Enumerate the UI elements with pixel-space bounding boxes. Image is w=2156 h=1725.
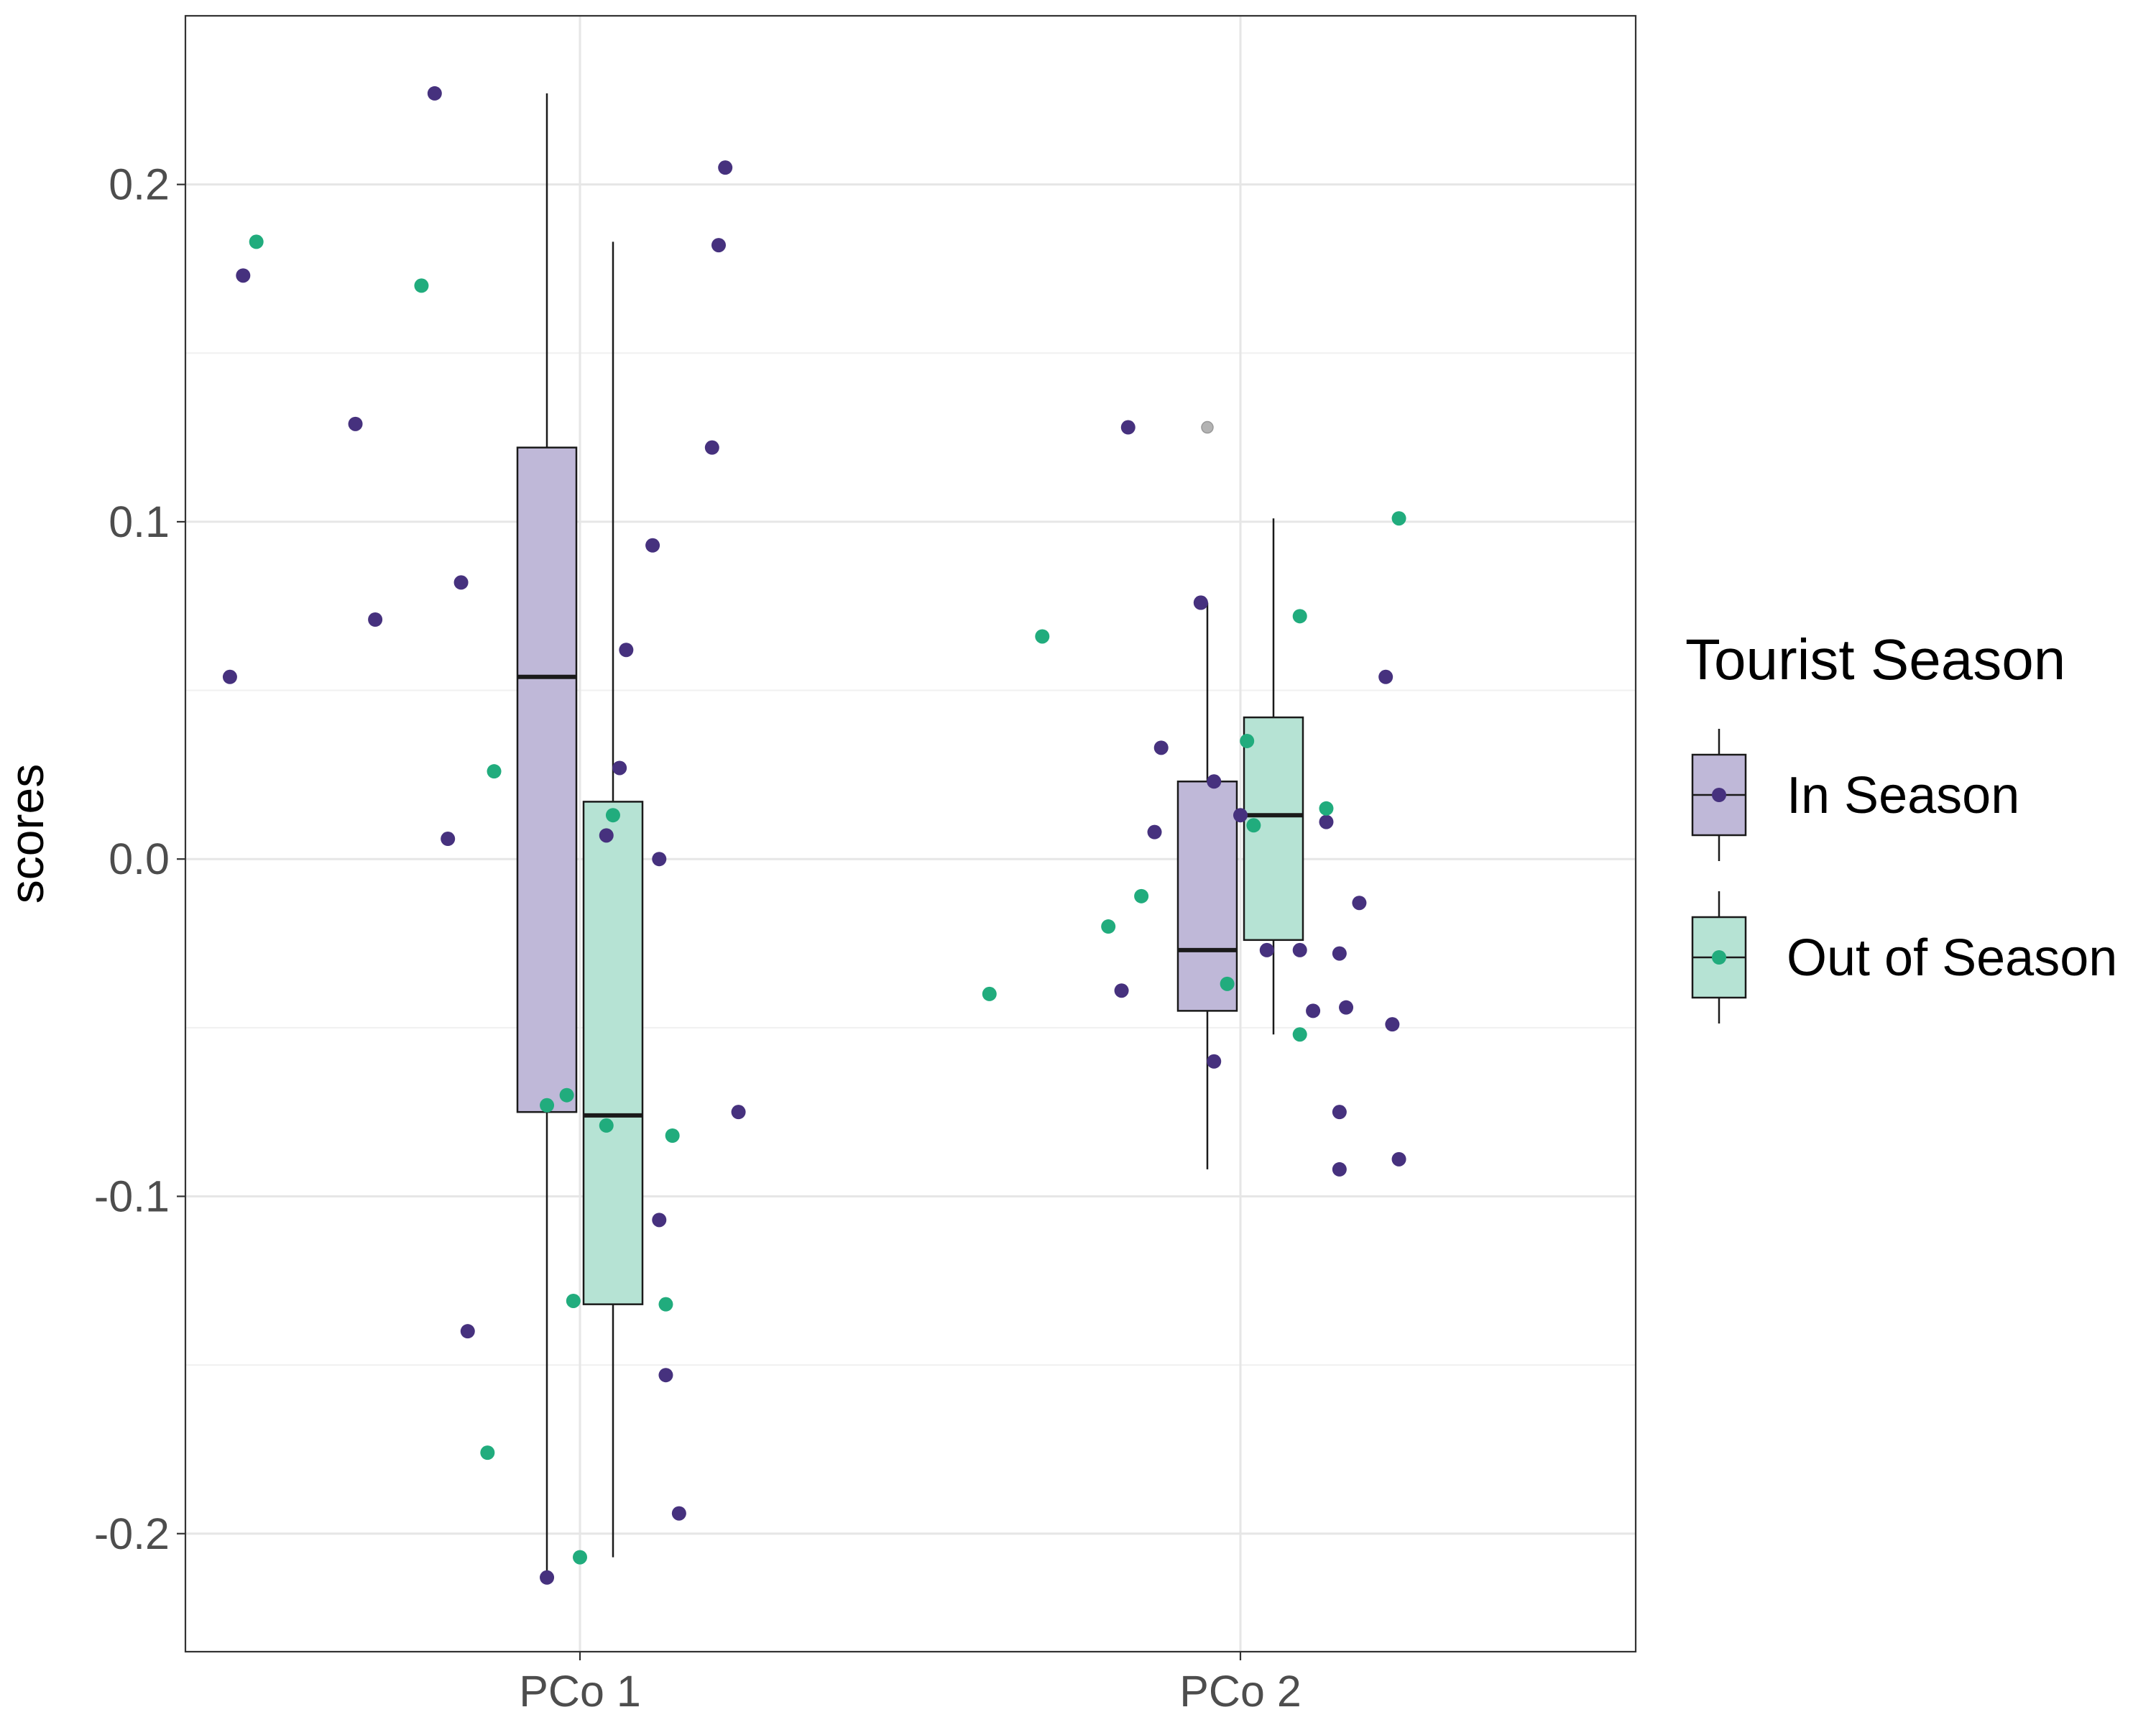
box-out-of-season-pco-1 <box>582 242 644 1558</box>
data-point-out-of-season <box>982 986 997 1001</box>
data-point-in-season <box>1193 595 1208 610</box>
y-tick-label: 0.2 <box>109 160 170 209</box>
boxes <box>516 93 1304 1578</box>
data-point-in-season <box>1339 1000 1354 1015</box>
data-point-out-of-season <box>665 1128 680 1144</box>
box-in-season-pco-2 <box>1176 420 1238 1169</box>
y-axis: -0.2 -0.1 0.0 0.1 0.2 <box>94 160 185 1558</box>
data-point-in-season <box>652 852 667 867</box>
y-axis-title: scores <box>0 764 53 903</box>
box-iqr <box>1176 781 1238 1012</box>
data-point-in-season <box>1153 740 1169 755</box>
data-point-out-of-season <box>1391 511 1406 526</box>
panel-background <box>185 16 1636 1652</box>
data-point-in-season <box>1385 1017 1400 1032</box>
x-tick-label: PCo 2 <box>1179 1667 1302 1716</box>
data-point-out-of-season <box>1134 888 1149 903</box>
y-tick-label: 0.1 <box>109 497 170 546</box>
data-point-in-season <box>1332 1105 1347 1120</box>
y-tick-label: -0.2 <box>94 1509 170 1558</box>
data-point-in-season <box>460 1324 475 1339</box>
data-point-out-of-season <box>1292 1027 1307 1042</box>
data-point-in-season <box>1114 983 1129 998</box>
y-tick-label: 0.0 <box>109 834 170 883</box>
data-point-in-season <box>1352 896 1367 911</box>
data-point-out-of-season <box>559 1087 574 1103</box>
data-point-out-of-season <box>1319 801 1334 816</box>
data-point-out-of-season <box>605 808 620 823</box>
data-point-in-season <box>711 238 726 253</box>
jitter-points <box>222 86 1406 1585</box>
legend: Tourist Season In Season Out of Season <box>1685 627 2117 1024</box>
legend-label: Out of Season <box>1787 929 2117 987</box>
data-point-out-of-season <box>1101 919 1116 934</box>
plot-panel <box>184 14 1637 1653</box>
data-point-in-season <box>368 612 383 627</box>
data-point-in-season <box>1259 942 1274 957</box>
legend-entry: In Season <box>1691 729 2019 861</box>
legend-point-icon <box>1712 950 1726 965</box>
box-iqr <box>582 801 644 1305</box>
panel-border <box>184 14 1637 1653</box>
data-point-in-season <box>1207 774 1222 789</box>
data-point-in-season <box>348 416 363 431</box>
box-iqr <box>516 446 578 1113</box>
data-point-in-season <box>222 669 237 684</box>
data-point-in-season <box>671 1506 686 1521</box>
data-point-in-season <box>652 1213 667 1228</box>
y-tick-label: -0.1 <box>94 1172 170 1220</box>
data-point-out-of-season <box>414 278 429 293</box>
data-point-in-season <box>1378 669 1393 684</box>
data-point-in-season <box>540 1570 555 1585</box>
x-tick-label: PCo 1 <box>519 1667 641 1716</box>
data-point-out-of-season <box>1035 629 1050 644</box>
data-point-in-season <box>645 538 660 553</box>
box-in-season-pco-1 <box>516 93 578 1578</box>
data-point-in-season <box>612 760 627 776</box>
data-point-in-season <box>236 268 251 283</box>
x-axis: PCo 1 PCo 2 <box>519 1652 1302 1716</box>
legend-label: In Season <box>1787 767 2019 824</box>
data-point-in-season <box>658 1368 673 1383</box>
data-point-out-of-season <box>1246 818 1261 833</box>
data-point-in-season <box>731 1105 746 1120</box>
data-point-in-season <box>704 440 719 455</box>
data-point-in-season <box>1120 420 1135 435</box>
data-point-in-season <box>1332 946 1347 961</box>
legend-point-icon <box>1712 788 1726 802</box>
data-point-out-of-season <box>658 1297 673 1312</box>
data-point-in-season <box>1292 942 1307 957</box>
data-point-in-season <box>1391 1151 1406 1167</box>
data-point-out-of-season <box>249 234 264 249</box>
data-point-in-season <box>599 828 614 843</box>
data-point-out-of-season <box>599 1118 614 1133</box>
data-point-out-of-season <box>573 1550 587 1565</box>
data-point-in-season <box>453 575 469 590</box>
data-point-out-of-season <box>1292 609 1307 624</box>
data-point-out-of-season <box>566 1293 581 1308</box>
data-point-in-season <box>1207 1054 1222 1069</box>
data-point-in-season <box>1306 1003 1321 1018</box>
data-point-in-season <box>427 86 442 101</box>
data-point-out-of-season <box>487 764 502 779</box>
data-point-out-of-season <box>1220 976 1235 991</box>
data-point-in-season <box>1332 1162 1347 1177</box>
data-point-in-season <box>1233 808 1248 823</box>
legend-title: Tourist Season <box>1685 627 2065 691</box>
data-point-out-of-season <box>1240 733 1255 748</box>
data-point-in-season <box>1147 824 1162 840</box>
data-point-in-season <box>619 643 634 658</box>
data-point-out-of-season <box>540 1098 555 1113</box>
data-point-in-season <box>718 160 733 175</box>
outlier-point <box>1201 420 1214 434</box>
data-point-in-season <box>441 832 456 847</box>
data-point-out-of-season <box>480 1445 495 1460</box>
gridlines <box>185 16 1636 1652</box>
data-point-in-season <box>1319 814 1334 829</box>
legend-keys: In Season Out of Season <box>1691 729 2117 1024</box>
legend-entry: Out of Season <box>1691 891 2117 1024</box>
